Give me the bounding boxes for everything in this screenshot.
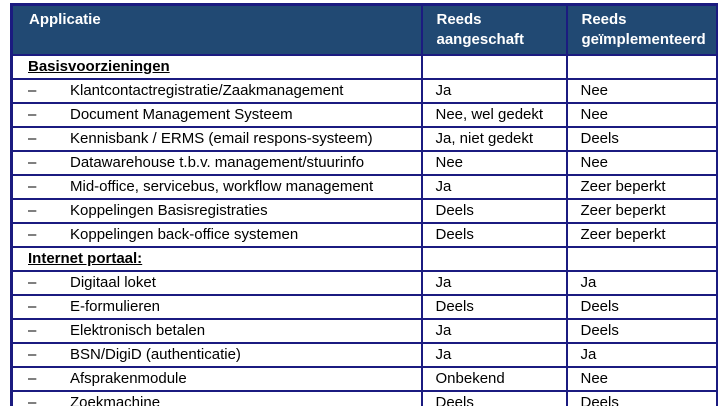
table-row: – Digitaal loket Ja Ja <box>10 270 718 296</box>
geimplementeerd-cell: Nee <box>565 78 718 104</box>
aangeschaft-cell <box>420 54 568 80</box>
row-label: Datawarehouse t.b.v. management/stuurinf… <box>70 154 365 171</box>
aangeschaft-cell: Deels <box>420 294 568 320</box>
geimplementeerd-cell: Nee <box>565 366 718 392</box>
dash-bullet: – <box>28 346 37 363</box>
table-row: – Afsprakenmodule Onbekend Nee <box>10 366 718 392</box>
aangeschaft-cell: Nee, wel gedekt <box>420 102 568 128</box>
aangeschaft-cell: Onbekend <box>420 366 568 392</box>
section-label: Basisvoorzieningen <box>28 58 170 75</box>
row-label: Klantcontactregistratie/Zaakmanagement <box>70 82 344 99</box>
geimplementeerd-cell: Deels <box>565 126 718 152</box>
table-row: – Datawarehouse t.b.v. management/stuurin… <box>10 150 718 176</box>
table-row: – Zoekmachine Deels Deels <box>10 390 718 406</box>
table-row: – Document Management Systeem Nee, wel ge… <box>10 102 718 128</box>
geimplementeerd-cell: Ja <box>565 270 718 296</box>
geimplementeerd-cell: Ja <box>565 342 718 368</box>
dash-bullet: – <box>28 393 37 406</box>
aangeschaft-cell: Ja, niet gedekt <box>420 126 568 152</box>
row-label: Kennisbank / ERMS (email respons-systeem… <box>70 130 373 147</box>
applicatie-cell: – Digitaal loket <box>10 270 423 296</box>
col-header-reeds-geimplementeerd: Reeds geïmplementeerd <box>565 3 718 56</box>
table-row: – E-formulieren Deels Deels <box>10 294 718 320</box>
section-row: Basisvoorzieningen <box>10 54 718 80</box>
applicatie-cell: Basisvoorzieningen <box>10 54 423 80</box>
aangeschaft-cell <box>420 246 568 272</box>
dash-bullet: – <box>28 154 37 171</box>
applications-table: Applicatie Reeds aangeschaft Reeds geïmp… <box>10 3 718 406</box>
row-label: Document Management Systeem <box>70 106 293 123</box>
row-label: Zoekmachine <box>70 393 161 406</box>
dash-bullet: – <box>28 202 37 219</box>
aangeschaft-cell: Nee <box>420 150 568 176</box>
geimplementeerd-cell: Deels <box>565 318 718 344</box>
table-row: – Mid-office, servicebus, workflow manage… <box>10 174 718 200</box>
table-row: – Koppelingen back-office systemen Deels … <box>10 222 718 248</box>
aangeschaft-cell: Deels <box>420 198 568 224</box>
table-row: – BSN/DigiD (authenticatie) Ja Ja <box>10 342 718 368</box>
geimplementeerd-cell: Nee <box>565 150 718 176</box>
geimplementeerd-cell: Deels <box>565 390 718 406</box>
aangeschaft-cell: Deels <box>420 390 568 406</box>
dash-bullet: – <box>28 82 37 99</box>
dash-bullet: – <box>28 130 37 147</box>
applicatie-cell: – Afsprakenmodule <box>10 366 423 392</box>
row-label: E-formulieren <box>70 298 161 315</box>
dash-bullet: – <box>28 298 37 315</box>
applicatie-cell: – E-formulieren <box>10 294 423 320</box>
applicatie-cell: – Document Management Systeem <box>10 102 423 128</box>
aangeschaft-cell: Ja <box>420 270 568 296</box>
geimplementeerd-cell: Zeer beperkt <box>565 198 718 224</box>
aangeschaft-cell: Ja <box>420 78 568 104</box>
dash-bullet: – <box>28 226 37 243</box>
dash-bullet: – <box>28 322 37 339</box>
applicatie-cell: – Koppelingen Basisregistraties <box>10 198 423 224</box>
section-label: Internet portaal: <box>28 250 143 267</box>
applicatie-cell: – Zoekmachine <box>10 390 423 406</box>
aangeschaft-cell: Ja <box>420 318 568 344</box>
table-row: – Kennisbank / ERMS (email respons-systee… <box>10 126 718 152</box>
dash-bullet: – <box>28 274 37 291</box>
row-label: Afsprakenmodule <box>70 370 187 387</box>
table-row: – Koppelingen Basisregistraties Deels Zee… <box>10 198 718 224</box>
geimplementeerd-cell: Zeer beperkt <box>565 174 718 200</box>
table-row: – Klantcontactregistratie/Zaakmanagement … <box>10 78 718 104</box>
applicatie-cell: – Klantcontactregistratie/Zaakmanagement <box>10 78 423 104</box>
geimplementeerd-cell <box>565 54 718 80</box>
geimplementeerd-cell <box>565 246 718 272</box>
table-body: Basisvoorzieningen – Klantcontactregistra… <box>10 54 718 406</box>
aangeschaft-cell: Deels <box>420 222 568 248</box>
section-row: Internet portaal: <box>10 246 718 272</box>
col-header-applicatie: Applicatie <box>10 3 423 56</box>
row-label: Elektronisch betalen <box>70 322 206 339</box>
aangeschaft-cell: Ja <box>420 174 568 200</box>
row-label: Koppelingen Basisregistraties <box>70 202 268 219</box>
applicatie-cell: Internet portaal: <box>10 246 423 272</box>
row-label: Mid-office, servicebus, workflow managem… <box>70 178 374 195</box>
applicatie-cell: – Koppelingen back-office systemen <box>10 222 423 248</box>
header-row: Applicatie Reeds aangeschaft Reeds geïmp… <box>10 3 718 56</box>
applicatie-cell: – BSN/DigiD (authenticatie) <box>10 342 423 368</box>
dash-bullet: – <box>28 106 37 123</box>
geimplementeerd-cell: Zeer beperkt <box>565 222 718 248</box>
aangeschaft-cell: Ja <box>420 342 568 368</box>
applicatie-cell: – Datawarehouse t.b.v. management/stuurin… <box>10 150 423 176</box>
dash-bullet: – <box>28 178 37 195</box>
geimplementeerd-cell: Deels <box>565 294 718 320</box>
applicatie-cell: – Elektronisch betalen <box>10 318 423 344</box>
table-row: – Elektronisch betalen Ja Deels <box>10 318 718 344</box>
row-label: Koppelingen back-office systemen <box>70 226 299 243</box>
row-label: BSN/DigiD (authenticatie) <box>70 346 241 363</box>
row-label: Digitaal loket <box>70 274 156 291</box>
geimplementeerd-cell: Nee <box>565 102 718 128</box>
col-header-reeds-aangeschaft: Reeds aangeschaft <box>420 3 568 56</box>
dash-bullet: – <box>28 370 37 387</box>
applicatie-cell: – Mid-office, servicebus, workflow manage… <box>10 174 423 200</box>
applicatie-cell: – Kennisbank / ERMS (email respons-systee… <box>10 126 423 152</box>
